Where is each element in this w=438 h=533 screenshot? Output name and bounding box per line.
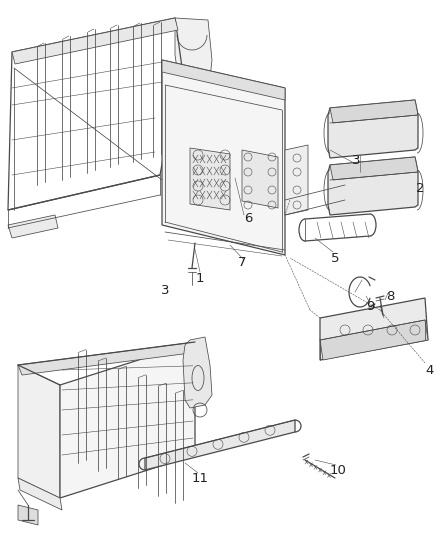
Text: 1: 1 [196, 271, 204, 285]
Polygon shape [328, 157, 418, 215]
Text: 8: 8 [386, 289, 394, 303]
Polygon shape [60, 342, 195, 498]
Text: 2: 2 [416, 182, 424, 195]
Text: 11: 11 [191, 472, 208, 484]
Polygon shape [330, 157, 418, 180]
Polygon shape [162, 60, 285, 255]
Polygon shape [320, 320, 428, 360]
Polygon shape [18, 478, 62, 510]
Text: 5: 5 [331, 252, 339, 264]
Polygon shape [18, 505, 38, 525]
Polygon shape [242, 150, 278, 208]
Polygon shape [8, 215, 58, 238]
Text: 6: 6 [244, 212, 252, 224]
Polygon shape [285, 145, 308, 215]
Polygon shape [18, 365, 60, 498]
Text: 7: 7 [238, 256, 246, 270]
Text: 9: 9 [366, 301, 374, 313]
Polygon shape [183, 337, 212, 408]
Polygon shape [12, 18, 178, 64]
Text: 4: 4 [426, 364, 434, 376]
Polygon shape [328, 100, 418, 158]
Text: 10: 10 [329, 464, 346, 477]
Polygon shape [175, 18, 212, 90]
Text: 3: 3 [352, 154, 360, 166]
Polygon shape [145, 420, 295, 470]
Polygon shape [162, 60, 285, 100]
Text: 3: 3 [161, 284, 169, 296]
Polygon shape [320, 298, 428, 360]
Polygon shape [18, 342, 198, 375]
Polygon shape [190, 148, 230, 210]
Polygon shape [330, 100, 418, 123]
